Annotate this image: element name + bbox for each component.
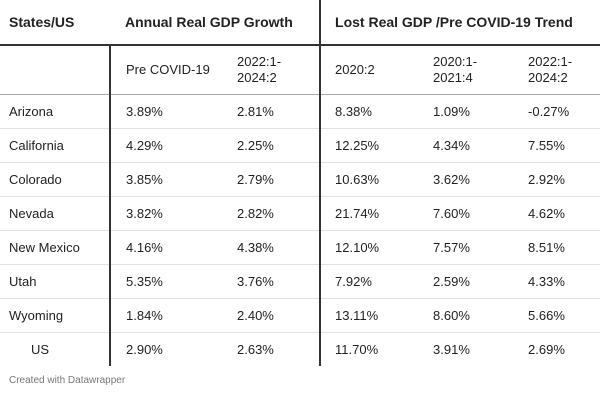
state-name: Wyoming	[0, 298, 110, 333]
p2022-2024-value: 2.92%	[513, 162, 600, 197]
q2020-2-value: 21.74%	[319, 196, 419, 231]
p2022-2024-value: -0.27%	[513, 94, 600, 129]
state-name: Nevada	[0, 196, 110, 231]
lost-group-header: Lost Real GDP /Pre COVID-19 Trend	[319, 0, 600, 46]
growth-period-header: 2022:1- 2024:2	[222, 45, 321, 95]
p2020-2021-value: 7.57%	[418, 230, 514, 265]
states-subheader-empty	[0, 45, 110, 95]
table-row: Wyoming 1.84% 2.40% 13.11% 8.60% 5.66%	[0, 298, 600, 333]
q2020-2-value: 7.92%	[319, 264, 419, 299]
gdp-table-container: States/US Annual Real GDP Growth Lost Re…	[0, 0, 600, 366]
pre-covid-value: 1.84%	[109, 298, 222, 333]
p2022-2024-value: 5.66%	[513, 298, 600, 333]
table-row: Arizona 3.89% 2.81% 8.38% 1.09% -0.27%	[0, 94, 600, 129]
q2020-2-value: 12.25%	[319, 128, 419, 163]
growth-value: 2.82%	[222, 196, 321, 231]
pre-covid-header: Pre COVID-19	[109, 45, 222, 95]
p2020-2021-value: 1.09%	[418, 94, 514, 129]
pre-covid-value: 3.85%	[109, 162, 222, 197]
table-row: Utah 5.35% 3.76% 7.92% 2.59% 4.33%	[0, 264, 600, 299]
state-name: Colorado	[0, 162, 110, 197]
gdp-table: States/US Annual Real GDP Growth Lost Re…	[0, 0, 600, 366]
p2022-2024-value: 7.55%	[513, 128, 600, 163]
table-row: Colorado 3.85% 2.79% 10.63% 3.62% 2.92%	[0, 162, 600, 197]
state-name: Arizona	[0, 94, 110, 129]
state-name: New Mexico	[0, 230, 110, 265]
table-row: New Mexico 4.16% 4.38% 12.10% 7.57% 8.51…	[0, 230, 600, 265]
q2020-2-value: 10.63%	[319, 162, 419, 197]
period-2020-2021-header-text: 2020:1- 2021:4	[433, 54, 478, 85]
growth-value: 2.79%	[222, 162, 321, 197]
footer-credit: Created with Datawrapper	[9, 375, 126, 386]
sub-header-row: Pre COVID-19 2022:1- 2024:2 2020:2 2020:…	[0, 45, 600, 95]
pre-covid-value: 3.82%	[109, 196, 222, 231]
state-name: California	[0, 128, 110, 163]
pre-covid-value: 3.89%	[109, 94, 222, 129]
p2022-2024-value: 2.69%	[528, 342, 565, 357]
growth-group-header: Annual Real GDP Growth	[110, 0, 321, 46]
growth-value: 2.40%	[222, 298, 321, 333]
p2022-2024-value: 4.62%	[513, 196, 600, 231]
period-2020-2021-header: 2020:1- 2021:4	[418, 45, 514, 95]
growth-value: 2.63%	[237, 342, 274, 357]
state-name: US	[31, 342, 50, 357]
q2020-2-value: 13.11%	[319, 298, 419, 333]
p2020-2021-value: 8.60%	[418, 298, 514, 333]
state-name: Utah	[0, 264, 110, 299]
growth-value: 2.25%	[222, 128, 321, 163]
group-header-row: States/US Annual Real GDP Growth Lost Re…	[0, 0, 600, 46]
pre-covid-value: 2.90%	[109, 332, 222, 366]
pre-covid-value: 4.16%	[109, 230, 222, 265]
table-row: Nevada 3.82% 2.82% 21.74% 7.60% 4.62%	[0, 196, 600, 231]
pre-covid-value: 5.35%	[109, 264, 222, 299]
growth-value: 3.76%	[222, 264, 321, 299]
growth-value: 2.81%	[222, 94, 321, 129]
p2022-2024-value: 4.33%	[513, 264, 600, 299]
q2020-2-value: 11.70%	[319, 332, 419, 366]
p2020-2021-value: 3.91%	[433, 342, 470, 357]
table-row: US 2.90% 2.63% 11.70% 3.91% 2.69%	[0, 332, 600, 366]
period-2022-2024-header-text: 2022:1- 2024:2	[528, 54, 573, 85]
q2020-2-value: 8.38%	[319, 94, 419, 129]
pre-covid-value: 4.29%	[109, 128, 222, 163]
growth-value: 4.38%	[222, 230, 321, 265]
period-2022-2024-header: 2022:1- 2024:2	[513, 45, 600, 95]
q2020-2-value: 12.10%	[319, 230, 419, 265]
q2020-2-header: 2020:2	[319, 45, 419, 95]
p2020-2021-value: 7.60%	[418, 196, 514, 231]
growth-period-header-text: 2022:1- 2024:2	[237, 54, 282, 85]
table-row: California 4.29% 2.25% 12.25% 4.34% 7.55…	[0, 128, 600, 163]
p2020-2021-value: 3.62%	[418, 162, 514, 197]
states-header: States/US	[0, 0, 110, 46]
p2020-2021-value: 2.59%	[418, 264, 514, 299]
p2020-2021-value: 4.34%	[418, 128, 514, 163]
p2022-2024-value: 8.51%	[513, 230, 600, 265]
